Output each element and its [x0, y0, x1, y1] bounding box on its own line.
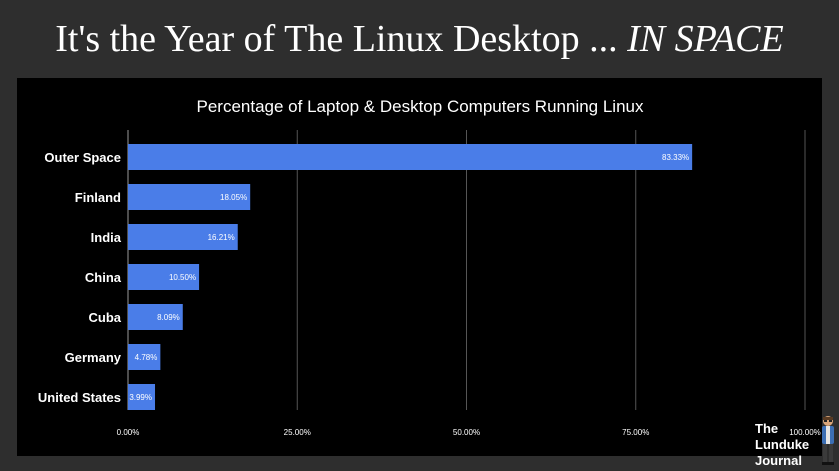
lunduke-journal-logo: The Lunduke Journal: [755, 421, 809, 469]
bar: [128, 184, 251, 210]
x-tick-label: 50.00%: [453, 428, 480, 437]
logo-line-3: Journal: [755, 453, 802, 468]
bar-value-label: 10.50%: [169, 273, 196, 282]
x-tick-label: 25.00%: [284, 428, 311, 437]
category-label: United States: [38, 390, 121, 405]
mascot-figure-icon: [822, 416, 834, 465]
category-label: Germany: [65, 350, 122, 365]
bar: [128, 344, 161, 370]
headline-emphasis-text: IN SPACE: [627, 18, 784, 60]
bar-value-label: 8.09%: [157, 313, 180, 322]
x-tick-label: 100.00%: [789, 428, 821, 437]
gridlines: [127, 130, 806, 410]
logo-line-1: The: [755, 421, 779, 436]
x-tick-label: 75.00%: [622, 428, 649, 437]
bar-value-label: 18.05%: [220, 193, 247, 202]
bar: [128, 384, 156, 410]
bar: [128, 304, 183, 330]
chart-title: Percentage of Laptop & Desktop Computers…: [197, 97, 644, 116]
bar: [128, 264, 200, 290]
category-label: India: [91, 230, 122, 245]
category-label: Cuba: [89, 310, 122, 325]
logo-line-2: Lunduke: [755, 437, 810, 452]
bar-value-label: 83.33%: [662, 153, 689, 162]
bar-value-label: 4.78%: [135, 353, 158, 362]
category-label: Finland: [75, 190, 121, 205]
headline-main-text: It's the Year of The Linux Desktop ...: [55, 18, 628, 60]
x-tick-label: 0.00%: [117, 428, 140, 437]
bar: [128, 224, 238, 250]
bars-group: 83.33% 18.05% 16.21% 10.50% 8.09% 4.78% 3.99%: [128, 144, 693, 410]
bar: [128, 144, 693, 170]
bar-chart: Percentage of Laptop & Desktop Computers…: [38, 97, 821, 437]
category-label: Outer Space: [44, 150, 121, 165]
bar-value-label: 3.99%: [129, 393, 152, 402]
chart-panel: Percentage of Laptop & Desktop Computers…: [17, 78, 822, 456]
x-tick-labels: 0.00% 25.00% 50.00% 75.00% 100.00%: [117, 428, 821, 437]
page-headline: It's the Year of The Linux Desktop ... I…: [0, 14, 839, 64]
bar-value-label: 16.21%: [208, 233, 235, 242]
category-labels: Outer Space Finland India China Cuba Germany U…: [38, 150, 122, 405]
category-label: China: [85, 270, 122, 285]
